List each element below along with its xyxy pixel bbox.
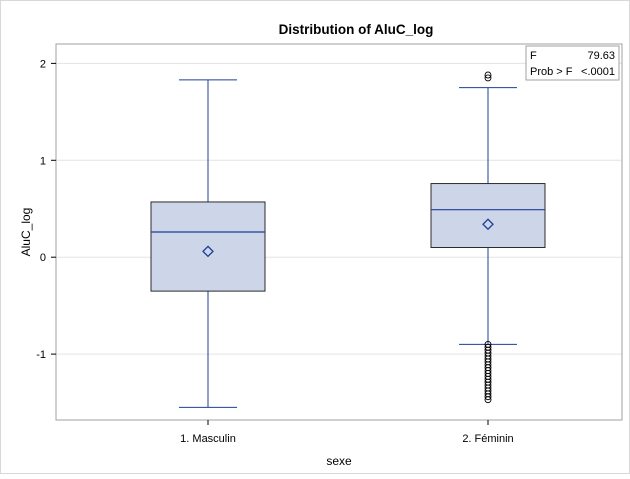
- x-axis: 1. Masculin 2. Féminin: [180, 420, 514, 445]
- chart-title: Distribution of AluC_log: [279, 22, 434, 37]
- outlier-point: [484, 393, 492, 401]
- outlier-point: [484, 396, 492, 404]
- y-tick-label: 2: [40, 58, 46, 70]
- y-tick-label: 0: [40, 252, 46, 264]
- mean-marker: [482, 218, 494, 231]
- mean-marker: [202, 245, 214, 258]
- box-group: [150, 79, 266, 408]
- boxes-layer: [150, 71, 546, 408]
- stats-f-label: F: [530, 50, 537, 62]
- box-group: [430, 71, 546, 404]
- y-tick-label: -1: [36, 349, 46, 361]
- box-iqr: [430, 183, 546, 249]
- y-axis-label: AluC_log: [19, 208, 33, 257]
- x-axis-label: sexe: [326, 454, 352, 468]
- stats-f-value: 79.63: [587, 50, 615, 62]
- stats-prob-value: <.0001: [581, 66, 615, 78]
- x-tick-label: 2. Féminin: [462, 433, 513, 445]
- y-axis: -1 0 1 2: [36, 58, 56, 361]
- x-tick-label: 1. Masculin: [180, 433, 236, 445]
- stats-inset: F 79.63 Prob > F <.0001: [525, 45, 620, 81]
- y-tick-label: 1: [40, 155, 46, 167]
- stats-inset-border: [525, 45, 620, 81]
- stats-prob-label: Prob > F: [530, 66, 573, 78]
- outlier-point: [484, 74, 492, 82]
- outlier-point: [484, 71, 492, 79]
- grid-layer: [56, 62, 622, 355]
- plot-area: [55, 43, 623, 421]
